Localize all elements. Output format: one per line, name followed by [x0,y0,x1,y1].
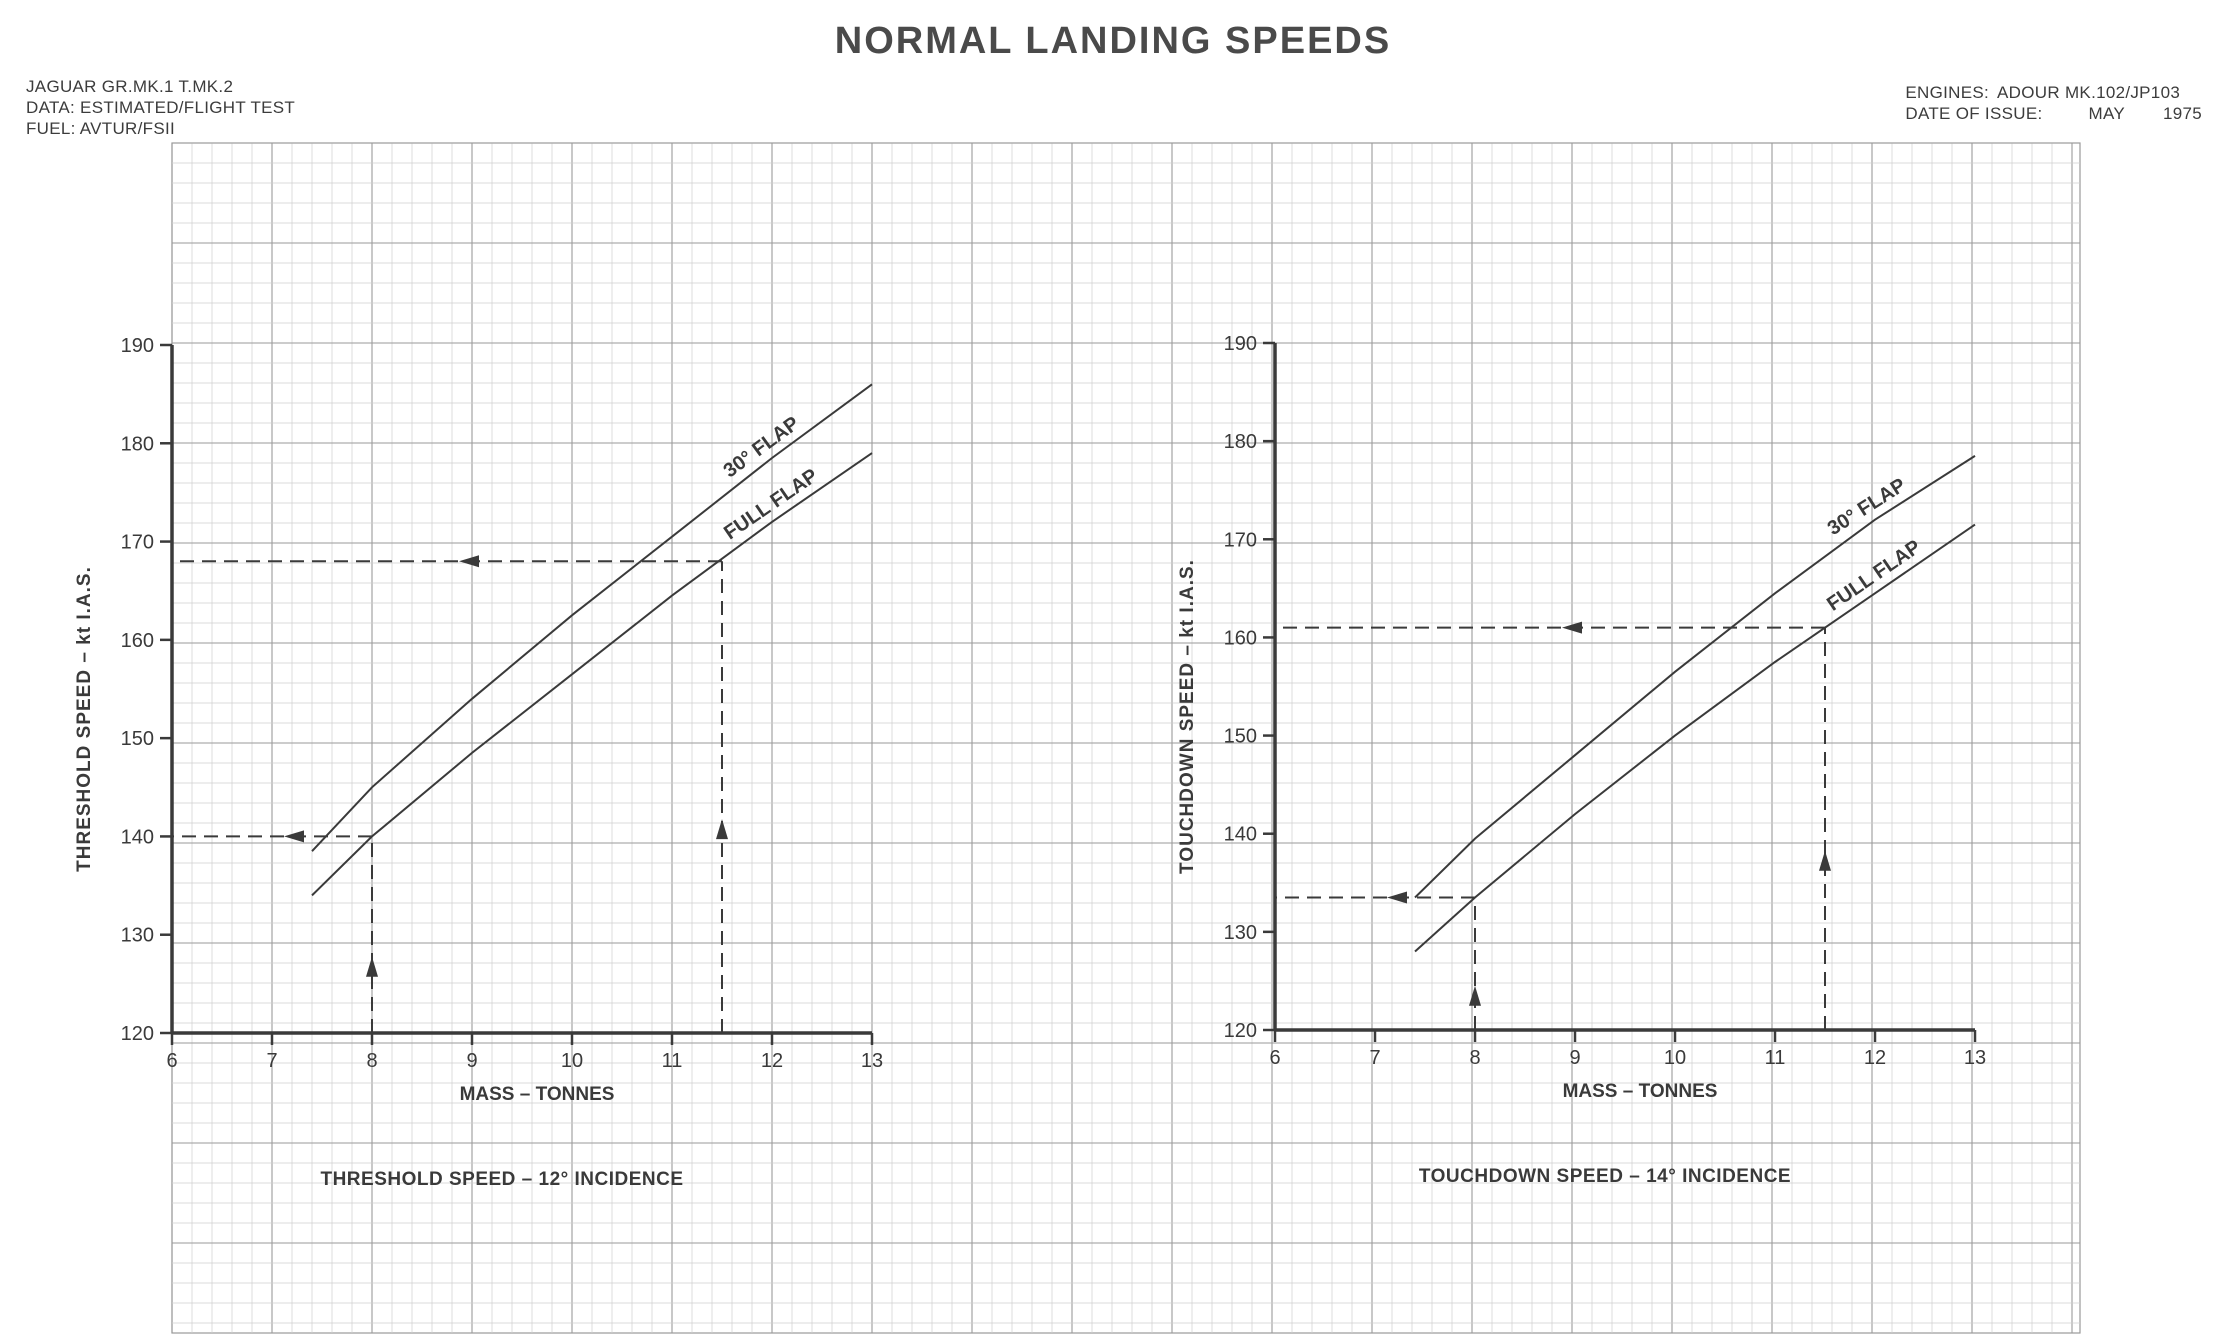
y-tick-label: 170 [121,532,154,554]
header-right: ENGINES: ADOUR MK.102/JP103 DATE OF ISSU… [1905,82,2202,124]
x-tick-label: 7 [266,1050,277,1072]
series-30-flap-line [311,383,873,852]
x-tick-label: 8 [1469,1047,1480,1069]
x-tick-label: 6 [166,1050,177,1072]
guide-arrow-up [1469,985,1481,1006]
y-tick-label: 120 [1224,1020,1257,1042]
x-axis-label: MASS – TONNES [460,1084,615,1105]
x-tick-label: 12 [1864,1047,1886,1069]
guide-arrow-left [459,555,479,568]
x-tick-label: 12 [761,1050,783,1072]
x-tick-label: 13 [861,1050,883,1072]
x-tick-label: 8 [366,1050,377,1072]
chart-title: THRESHOLD SPEED – 12° INCIDENCE [320,1169,683,1190]
x-tick-label: 10 [561,1050,583,1072]
x-tick-label: 11 [662,1050,683,1072]
y-tick-label: 130 [1224,922,1257,944]
aircraft-label: JAGUAR GR.MK.1 T.MK.2 [26,77,234,96]
chart-title: TOUCHDOWN SPEED – 14° INCIDENCE [1419,1166,1791,1187]
guide-arrow-up [366,956,378,977]
issue-month: MAY [2088,104,2125,123]
data-source-label: DATA: ESTIMATED/FLIGHT TEST [26,98,296,117]
header-left: JAGUAR GR.MK.1 T.MK.2 DATA: ESTIMATED/FL… [26,76,295,139]
y-axis-label: THRESHOLD SPEED – kt I.A.S. [74,566,95,872]
x-tick-label: 9 [1569,1047,1580,1069]
x-tick-label: 13 [1964,1047,1986,1069]
x-axis-label: MASS – TONNES [1563,1081,1718,1102]
issue-year: 1975 [2162,104,2202,123]
guide-arrow-left [1387,891,1407,904]
y-tick-label: 170 [1224,529,1257,551]
graph-paper-border [171,142,2081,1334]
y-tick-label: 190 [1224,333,1257,355]
y-tick-label: 140 [121,826,154,848]
guide-arrow-up [716,819,728,840]
guide-arrow-up [1819,850,1831,871]
y-tick-label: 130 [121,925,154,947]
y-tick-label: 150 [1224,726,1257,748]
x-tick-label: 7 [1369,1047,1380,1069]
y-tick-label: 180 [1224,431,1257,453]
engines-value: ADOUR MK.102/JP103 [1997,83,2181,102]
y-tick-label: 160 [121,630,154,652]
y-tick-label: 190 [121,335,154,357]
x-tick-label: 11 [1765,1047,1786,1069]
graph-paper-grid [171,142,2081,1334]
engines-label: ENGINES: [1905,83,1990,102]
guide-arrow-left [1562,621,1582,634]
y-axis-label: TOUCHDOWN SPEED – kt I.A.S. [1177,559,1198,874]
page-title: NORMAL LANDING SPEEDS [834,20,1392,62]
series-30-flap-line [1414,455,1976,899]
y-tick-label: 120 [121,1023,154,1045]
guide-arrow-left [284,830,304,843]
y-tick-label: 140 [1224,824,1257,846]
y-tick-label: 150 [121,728,154,750]
x-tick-label: 10 [1664,1047,1686,1069]
x-tick-label: 9 [466,1050,477,1072]
y-tick-label: 160 [1224,627,1257,649]
issue-label: DATE OF ISSUE: [1905,104,2043,123]
x-tick-label: 6 [1269,1047,1280,1069]
y-tick-label: 180 [121,433,154,455]
fuel-label: FUEL: AVTUR/FSII [26,119,176,138]
